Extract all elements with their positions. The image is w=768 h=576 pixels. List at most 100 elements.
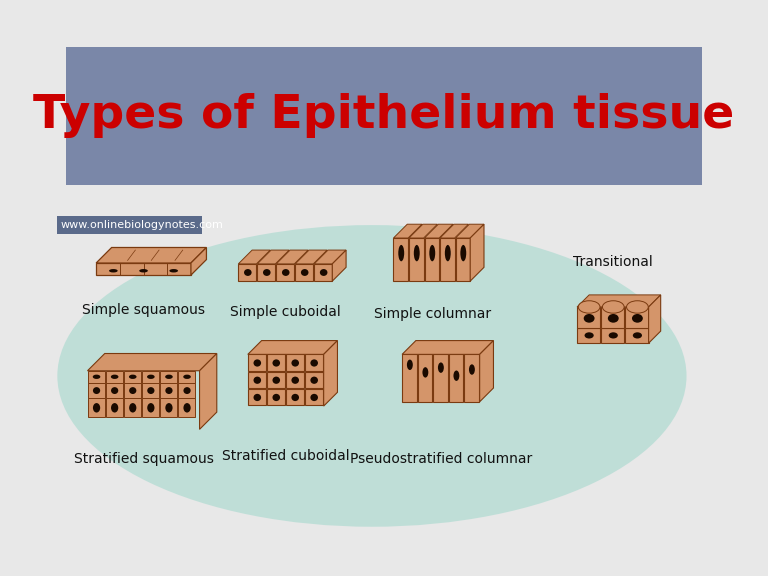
Ellipse shape <box>93 387 100 394</box>
Polygon shape <box>88 354 217 371</box>
Bar <box>124 383 141 399</box>
Ellipse shape <box>627 301 648 313</box>
Bar <box>266 389 285 406</box>
Bar <box>276 264 294 281</box>
Ellipse shape <box>301 269 309 276</box>
Ellipse shape <box>111 374 118 379</box>
Polygon shape <box>480 340 494 402</box>
FancyBboxPatch shape <box>66 47 702 184</box>
Ellipse shape <box>147 387 154 394</box>
Polygon shape <box>409 224 438 238</box>
Ellipse shape <box>253 394 261 401</box>
Ellipse shape <box>263 269 270 276</box>
Polygon shape <box>649 295 660 343</box>
Ellipse shape <box>607 314 619 323</box>
Ellipse shape <box>273 377 280 384</box>
Bar <box>88 383 104 399</box>
Bar <box>238 264 257 281</box>
Ellipse shape <box>129 374 137 379</box>
Text: Stratified squamous: Stratified squamous <box>74 452 214 466</box>
Ellipse shape <box>165 403 173 412</box>
Ellipse shape <box>165 387 173 394</box>
Text: Simple squamous: Simple squamous <box>82 302 205 317</box>
Ellipse shape <box>170 269 178 272</box>
Ellipse shape <box>453 370 459 381</box>
Ellipse shape <box>111 403 118 412</box>
Text: www.onlinebiologynotes.com: www.onlinebiologynotes.com <box>61 220 223 230</box>
Ellipse shape <box>109 269 118 272</box>
Ellipse shape <box>253 359 261 366</box>
Bar <box>124 399 141 417</box>
Bar <box>601 307 624 328</box>
Ellipse shape <box>578 301 600 313</box>
Ellipse shape <box>93 374 101 379</box>
Polygon shape <box>440 224 468 238</box>
Polygon shape <box>238 250 270 264</box>
Bar <box>433 354 448 402</box>
Ellipse shape <box>291 359 299 366</box>
Bar <box>248 372 266 388</box>
Ellipse shape <box>422 367 429 378</box>
Ellipse shape <box>460 245 466 262</box>
Polygon shape <box>276 250 308 264</box>
Ellipse shape <box>291 377 299 384</box>
Bar <box>625 307 649 328</box>
Polygon shape <box>200 354 217 429</box>
FancyBboxPatch shape <box>58 217 202 234</box>
Ellipse shape <box>469 365 475 375</box>
Bar <box>160 399 177 417</box>
Ellipse shape <box>584 314 594 323</box>
Polygon shape <box>323 340 337 406</box>
Bar <box>305 354 323 371</box>
Bar <box>160 383 177 399</box>
Ellipse shape <box>147 374 154 379</box>
Ellipse shape <box>414 245 419 262</box>
Polygon shape <box>96 248 207 263</box>
Polygon shape <box>257 250 290 264</box>
Ellipse shape <box>399 245 404 262</box>
Bar <box>88 399 104 417</box>
Polygon shape <box>295 250 327 264</box>
Ellipse shape <box>253 377 261 384</box>
Ellipse shape <box>609 332 617 339</box>
Bar <box>425 238 439 281</box>
Bar <box>286 389 304 406</box>
Text: Types of Epithelium tissue: Types of Epithelium tissue <box>33 93 735 138</box>
Text: Pseudostratified columnar: Pseudostratified columnar <box>349 452 532 466</box>
Ellipse shape <box>129 403 137 412</box>
Bar <box>440 238 455 281</box>
Ellipse shape <box>165 374 173 379</box>
Bar <box>257 264 276 281</box>
Text: Simple cuboidal: Simple cuboidal <box>230 305 341 319</box>
Polygon shape <box>333 250 346 281</box>
Ellipse shape <box>273 359 280 366</box>
Bar <box>295 264 313 281</box>
Ellipse shape <box>58 225 687 526</box>
Bar <box>577 307 601 328</box>
Ellipse shape <box>139 269 147 272</box>
Ellipse shape <box>310 377 318 384</box>
Bar <box>106 383 123 399</box>
Ellipse shape <box>438 362 444 373</box>
Ellipse shape <box>111 387 118 394</box>
Bar <box>449 354 463 402</box>
Bar <box>464 354 478 402</box>
Polygon shape <box>314 250 346 264</box>
Ellipse shape <box>244 269 252 276</box>
Bar <box>106 371 123 383</box>
Ellipse shape <box>445 245 451 262</box>
Bar <box>393 238 408 281</box>
Bar <box>455 238 470 281</box>
Bar <box>305 389 323 406</box>
Polygon shape <box>470 224 484 281</box>
Bar <box>418 354 432 402</box>
Ellipse shape <box>310 394 318 401</box>
Bar <box>266 372 285 388</box>
Ellipse shape <box>602 301 624 313</box>
Ellipse shape <box>129 387 137 394</box>
Text: Simple columnar: Simple columnar <box>374 307 491 321</box>
Bar <box>88 371 104 383</box>
Ellipse shape <box>310 359 318 366</box>
Ellipse shape <box>633 332 642 339</box>
Bar <box>625 328 649 343</box>
